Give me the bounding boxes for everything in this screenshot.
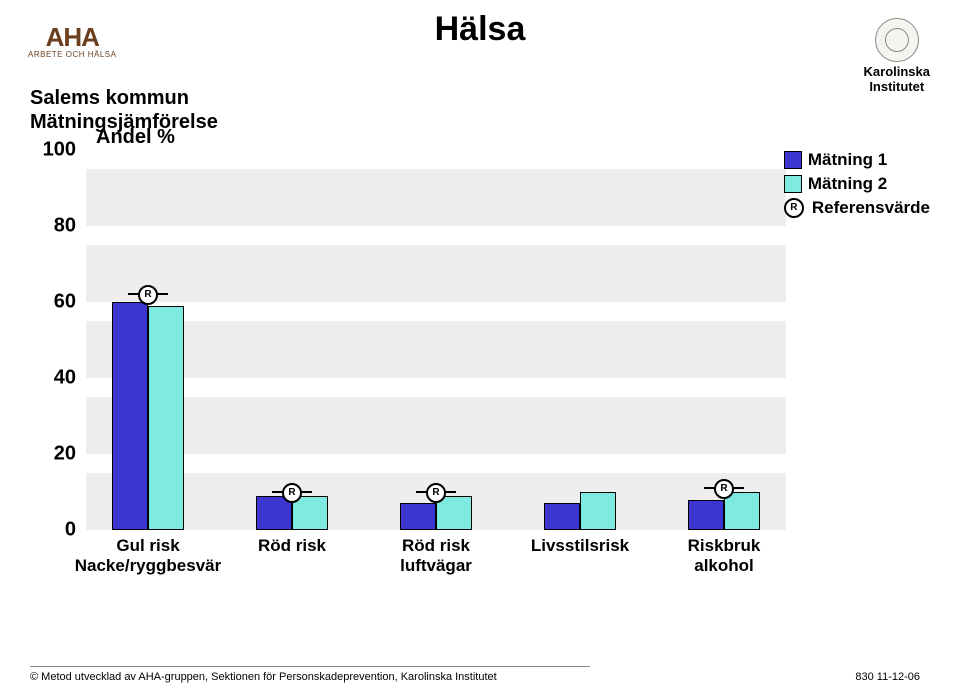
y-tick-label: 80 [16,215,76,238]
x-label: Gul riskNacke/ryggbesvär [68,530,228,576]
legend-label: Referensvärde [812,198,930,218]
legend-row: Mätning 2 [784,174,930,194]
legend-label: Mätning 2 [808,174,887,194]
logo-left-line2: ARBETE OCH HÄLSA [28,50,116,59]
ki-seal-icon [875,18,919,62]
reference-icon: R [138,285,158,305]
x-label: Röd risk [212,530,372,556]
x-label: Riskbrukalkohol [644,530,804,576]
chart: RGul riskNacke/ryggbesvärRRöd riskRRöd r… [86,150,786,530]
x-label-line2: alkohol [644,556,804,576]
legend-swatch [784,151,802,169]
x-label-line1: Gul risk [68,536,228,556]
y-tick-label: 40 [16,367,76,390]
bar-group: RRöd riskluftvägar [374,150,498,530]
bar-matning1 [688,500,724,530]
logo-left: AHA ARBETE OCH HÄLSA [28,24,116,59]
x-label-line1: Livsstilsrisk [500,536,660,556]
x-label-line1: Röd risk [356,536,516,556]
subtitle-line1: Salems kommun [30,86,218,110]
y-tick-label: 0 [16,519,76,542]
y-tick-label: 100 [16,139,76,162]
reference-marker: R [704,487,744,489]
legend-ref-icon: R [784,198,804,218]
reference-marker: R [416,491,456,493]
legend-row: Mätning 1 [784,150,930,170]
footer-right: 830 11-12-06 [855,671,920,683]
bar-matning1 [112,302,148,530]
bar-matning2 [580,492,616,530]
x-label-line1: Röd risk [212,536,372,556]
bar-group: Livsstilsrisk [518,150,642,530]
x-label-line2: Nacke/ryggbesvär [68,556,228,576]
x-label-line1: Riskbruk [644,536,804,556]
bar-matning1 [544,503,580,530]
y-tick-label: 20 [16,443,76,466]
logo-left-line1: AHA [28,24,116,50]
legend: Mätning 1 Mätning 2R Referensvärde [784,150,930,222]
bar-matning2 [724,492,760,530]
bar-matning1 [400,503,436,530]
page-title: Hälsa [0,10,960,49]
bar-group: RRöd risk [230,150,354,530]
reference-icon: R [714,479,734,499]
reference-marker: R [128,293,168,295]
legend-row: R Referensvärde [784,198,930,218]
bar-group: RGul riskNacke/ryggbesvär [86,150,210,530]
bar-group: RRiskbrukalkohol [662,150,786,530]
y-axis-label: Andel % [96,126,175,149]
legend-swatch [784,175,802,193]
reference-icon: R [282,483,302,503]
reference-icon: R [426,483,446,503]
x-label: Livsstilsrisk [500,530,660,556]
bar-matning2 [148,306,184,530]
footer-left: © Metod utvecklad av AHA-gruppen, Sektio… [30,666,590,683]
plot-area: RGul riskNacke/ryggbesvärRRöd riskRRöd r… [86,150,786,530]
logo-right-line2: Institutet [864,79,930,94]
legend-label: Mätning 1 [808,150,887,170]
x-label: Röd riskluftvägar [356,530,516,576]
x-label-line2: luftvägar [356,556,516,576]
y-tick-label: 60 [16,291,76,314]
reference-marker: R [272,491,312,493]
logo-right-line1: Karolinska [864,64,930,79]
logo-right: Karolinska Institutet [864,18,930,94]
